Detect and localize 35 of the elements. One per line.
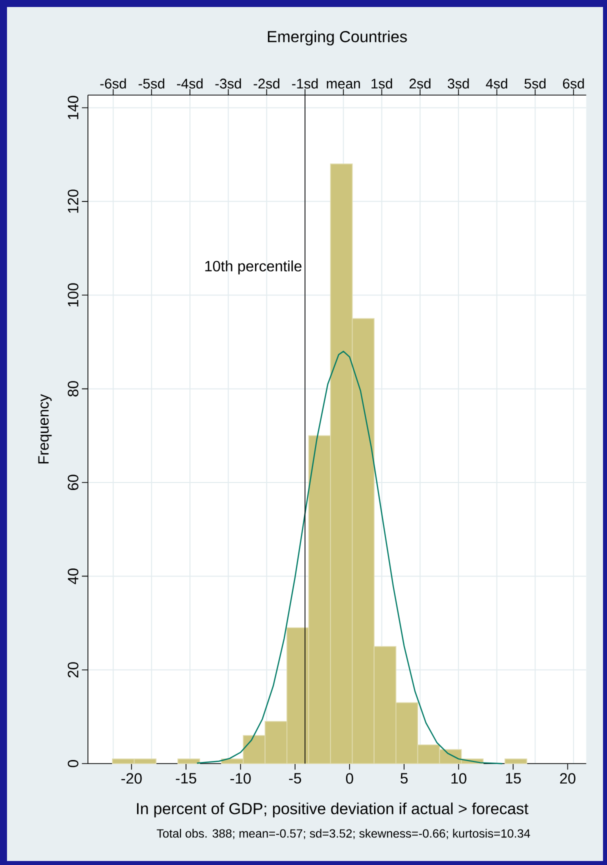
x2-tick-label: 3sd: [448, 78, 469, 89]
x-tick-label: -15: [176, 773, 196, 784]
x2-tick-label: 1sd: [372, 78, 392, 89]
x-axis-title: In percent of GDP; positive deviation if actual > forecast: [137, 802, 528, 818]
x2-tick-label: -4sd: [177, 78, 203, 89]
y-tick-label: 40: [68, 568, 78, 584]
y-tick-label: 140: [68, 96, 78, 120]
x-tick-label: -5: [289, 773, 302, 784]
x-tick-label: 10: [451, 773, 466, 784]
x-tick-label: 15: [506, 773, 521, 784]
x-tick-label: 0: [346, 773, 354, 784]
x2-tick-label: -1sd: [292, 78, 318, 89]
x2-tick-label: 4sd: [486, 78, 508, 89]
x2-tick-label: -5sd: [138, 78, 164, 89]
x2-tick-label: -2sd: [254, 78, 280, 89]
chart-title: Emerging Countries: [268, 30, 407, 46]
x2-tick-label: -3sd: [215, 78, 241, 89]
x2-tick-label: 5sd: [524, 78, 546, 89]
y-tick-label: 20: [68, 662, 78, 678]
x2-tick-label: mean: [326, 80, 360, 89]
y-tick-label: 80: [68, 381, 78, 396]
x2-tick-label: -6sd: [100, 78, 126, 89]
text: Total obs. 388; mean=-0.57; sd=3.52; skewness=-0.66; kurtosis=10.34: [156, 828, 530, 840]
x-tick-label: -20: [121, 773, 142, 784]
x-tick-label: 5: [400, 773, 408, 784]
x-tick-label: 20: [560, 773, 576, 784]
y-tick-label: 60: [68, 474, 78, 490]
x2-tick-label: 6sd: [563, 78, 584, 89]
y-tick-label: 0: [68, 760, 78, 768]
x2-tick-label: 2sd: [410, 78, 430, 89]
y-tick-label: 120: [68, 190, 78, 213]
y-tick-label: 100: [68, 283, 78, 306]
x-tick-label: -10: [230, 773, 251, 784]
y-axis-title: Frequency: [38, 394, 52, 464]
ref-line-label: 10th percentile: [205, 260, 302, 274]
